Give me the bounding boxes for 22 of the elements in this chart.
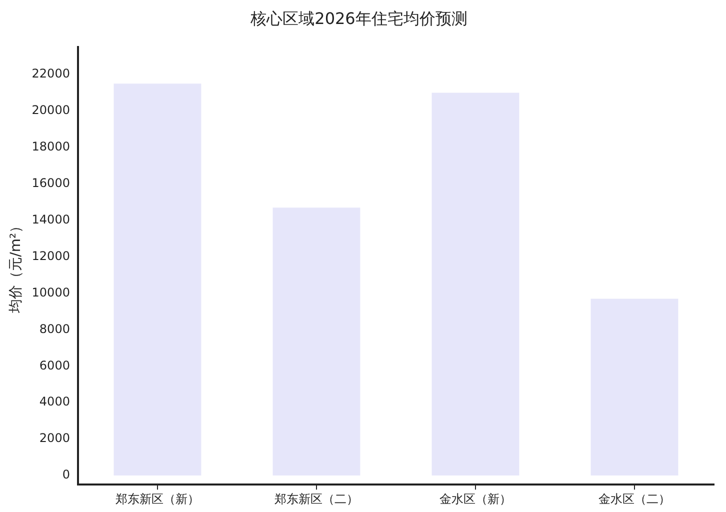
y-tick-label: 6000 [39, 358, 70, 372]
x-tick-label: 郑东新区（新） [115, 492, 200, 506]
y-tick-label: 18000 [32, 140, 70, 154]
bar [432, 92, 520, 476]
y-tick-label: 12000 [32, 248, 70, 263]
y-tick-label: 14000 [32, 212, 70, 226]
y-axis-title: 均价（元/m²） [8, 218, 24, 314]
y-tick-label: 4000 [39, 394, 70, 409]
y-tick-label: 10000 [32, 285, 70, 300]
x-tick-label: 金水区（新） [439, 492, 512, 506]
chart-title: 核心区域2026年住宅均价预测 [250, 8, 468, 28]
y-tick-label: 8000 [39, 322, 70, 336]
y-tick-label: 20000 [32, 103, 70, 118]
y-tick-label: 0 [62, 468, 70, 482]
x-tick-label: 郑东新区（二） [274, 492, 358, 506]
bar [272, 208, 360, 476]
x-tick-label: 金水区（二） [598, 492, 670, 506]
y-tick-label: 22000 [32, 66, 70, 81]
bar [590, 298, 678, 476]
bar [114, 84, 202, 476]
y-tick-label: 2000 [39, 431, 70, 446]
y-tick-label: 16000 [32, 176, 70, 190]
